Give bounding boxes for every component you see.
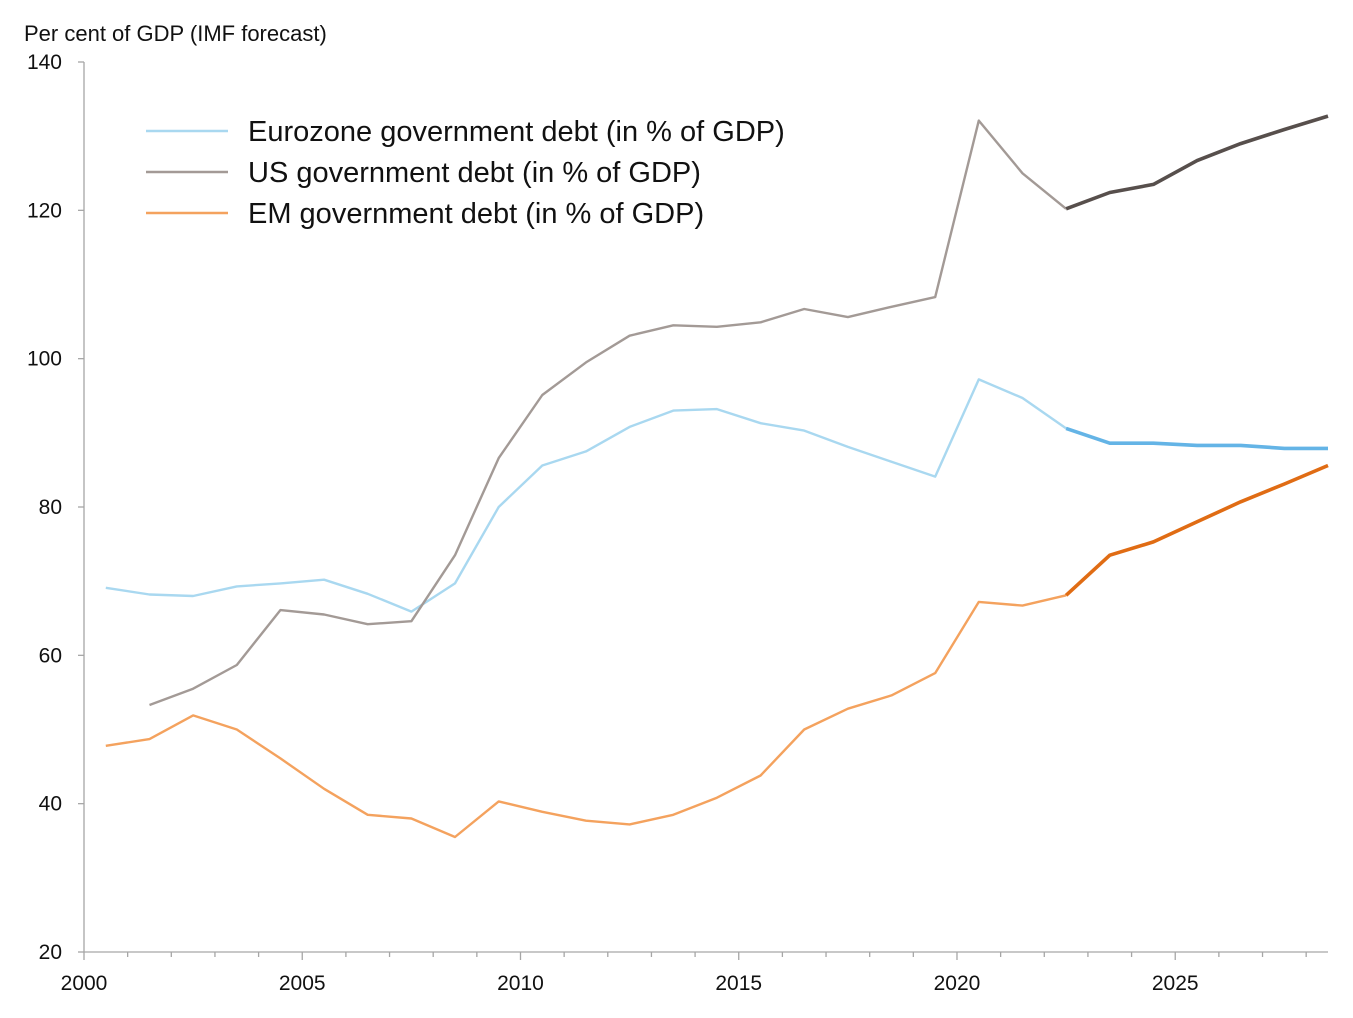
- series-line-1-forecast: [1065, 114, 1329, 211]
- axes: 20 40 60 80 100 120 140 2000 2005 2010 2015 2020 202…: [27, 51, 1328, 995]
- series-line-0-historical: [105, 378, 1067, 613]
- legend-label: EM government debt (in % of GDP): [248, 198, 704, 230]
- y-tick-label: 140: [27, 51, 62, 74]
- series-line-1-historical: [149, 119, 1067, 707]
- y-tick-label: 60: [39, 644, 62, 667]
- y-tick-label: 40: [39, 793, 62, 816]
- x-tick-label: 2000: [61, 972, 108, 995]
- legend-label: Eurozone government debt (in % of GDP): [248, 116, 785, 148]
- x-tick-label: 2010: [497, 972, 544, 995]
- series-line-0-forecast: [1065, 426, 1328, 451]
- y-tick-label: 80: [39, 496, 62, 519]
- legend-label: US government debt (in % of GDP): [248, 157, 701, 189]
- y-tick-label: 120: [27, 199, 62, 222]
- y-tick-label: 100: [27, 348, 62, 371]
- y-tick-label: 20: [39, 941, 62, 964]
- legend: Eurozone government debt (in % of GDP) US…: [146, 116, 785, 230]
- y-axis-label: Per cent of GDP (IMF forecast): [24, 21, 327, 46]
- series-lines: [105, 114, 1329, 839]
- x-tick-label: 2020: [934, 972, 981, 995]
- x-tick-label: 2025: [1152, 972, 1199, 995]
- series-line-2-forecast: [1064, 463, 1329, 597]
- series-line-2-historical: [105, 594, 1067, 839]
- x-tick-label: 2005: [279, 972, 326, 995]
- x-tick-label: 2015: [715, 972, 762, 995]
